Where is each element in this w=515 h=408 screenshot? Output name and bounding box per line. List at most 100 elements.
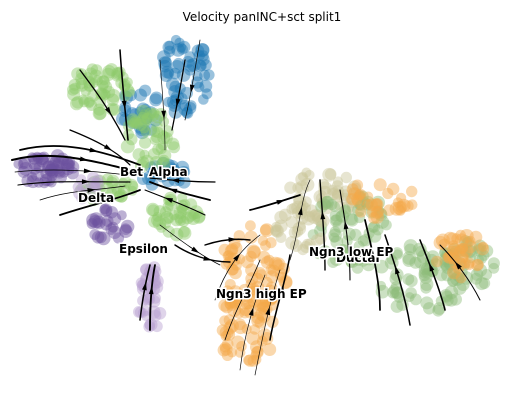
cell-point — [295, 221, 306, 232]
cell-point — [391, 247, 403, 259]
cell-point — [320, 195, 335, 209]
cluster-labels: Bet Alpha Delta Epsilon Ductal Ngn3 low … — [77, 164, 396, 303]
cell-point — [160, 132, 173, 145]
cell-point — [72, 181, 84, 193]
cell-point — [181, 211, 194, 225]
cell-point — [163, 96, 174, 108]
cell-point — [139, 112, 153, 125]
cell-point — [83, 81, 96, 93]
cell-point — [272, 259, 285, 271]
cell-point — [473, 254, 484, 265]
cell-point — [169, 67, 181, 80]
streamline-arrowhead — [83, 168, 93, 174]
streamline — [144, 189, 206, 216]
cell-point — [391, 286, 405, 300]
cluster-label-epsilon: Epsilon — [119, 242, 168, 256]
cluster-label-alpha: Alpha — [149, 165, 188, 179]
cell-point — [329, 252, 344, 267]
cell-point — [459, 246, 472, 258]
cell-point — [390, 300, 404, 313]
streamline — [184, 39, 201, 121]
cell-point — [372, 198, 383, 209]
cell-point — [392, 249, 403, 260]
cell-point — [459, 260, 470, 271]
cell-point — [373, 178, 387, 192]
cell-point — [247, 285, 257, 296]
streamline-arrowhead — [429, 263, 435, 272]
cell-point — [389, 201, 404, 216]
cell-point — [216, 324, 229, 337]
cell-point — [370, 206, 384, 219]
cell-point — [441, 261, 454, 274]
cell-point — [119, 89, 130, 101]
cell-point — [243, 354, 257, 367]
cell-point — [192, 211, 206, 224]
cell-point — [159, 217, 172, 229]
cell-point — [332, 176, 344, 187]
cell-point — [135, 277, 147, 289]
cell-point — [165, 162, 178, 176]
cell-point — [454, 272, 465, 284]
cell-point — [339, 185, 352, 198]
cell-point — [91, 215, 106, 230]
cell-point — [350, 247, 364, 261]
cell-point — [26, 175, 40, 189]
cell-point — [389, 272, 403, 286]
cell-point — [252, 272, 264, 284]
cell-point — [140, 111, 153, 125]
cell-point — [351, 262, 364, 274]
cell-point — [304, 238, 316, 250]
streamline — [17, 181, 131, 186]
cell-point — [439, 253, 454, 268]
streamline-arrowhead — [241, 287, 248, 296]
cell-point — [231, 335, 245, 349]
cell-point — [453, 281, 467, 295]
cell-point — [93, 174, 107, 188]
cell-point — [220, 343, 233, 356]
cell-point — [153, 205, 166, 218]
cell-point — [420, 282, 432, 294]
cell-point — [393, 291, 405, 303]
cell-point — [156, 157, 171, 172]
cell-point — [158, 56, 172, 70]
cell-point — [148, 160, 162, 174]
cell-point — [78, 94, 89, 105]
cell-point — [61, 162, 75, 176]
cell-point — [254, 267, 266, 279]
cluster-label-ductal: Ductal — [336, 251, 380, 265]
cell-point — [387, 286, 399, 299]
cell-point — [240, 255, 254, 269]
cell-point — [159, 69, 173, 82]
cell-point — [93, 106, 107, 120]
cell-point — [127, 180, 139, 192]
cell-point — [344, 193, 356, 204]
cell-point — [129, 108, 141, 120]
cell-point — [163, 45, 176, 57]
cell-point — [372, 224, 384, 236]
cell-point — [292, 182, 304, 194]
cell-point — [193, 81, 205, 93]
cell-point — [260, 240, 271, 251]
cell-point — [328, 228, 342, 243]
cell-point — [459, 235, 472, 248]
cell-point — [131, 117, 144, 130]
cell-point — [345, 212, 358, 226]
cell-point — [96, 75, 111, 90]
cell-point — [67, 84, 79, 96]
cell-point — [425, 253, 439, 268]
cell-point — [89, 189, 101, 201]
cell-point — [365, 198, 378, 211]
cell-point — [374, 208, 388, 222]
cell-point — [28, 156, 42, 171]
cell-point — [452, 270, 463, 282]
cell-point — [239, 307, 251, 319]
cell-point — [227, 263, 239, 276]
cell-point — [127, 115, 142, 129]
cell-point — [433, 235, 448, 250]
cell-point — [275, 232, 287, 244]
cell-point — [167, 166, 179, 178]
cell-point — [97, 80, 109, 91]
cell-point — [403, 239, 418, 254]
cell-point — [123, 128, 134, 140]
cell-point — [472, 243, 487, 257]
